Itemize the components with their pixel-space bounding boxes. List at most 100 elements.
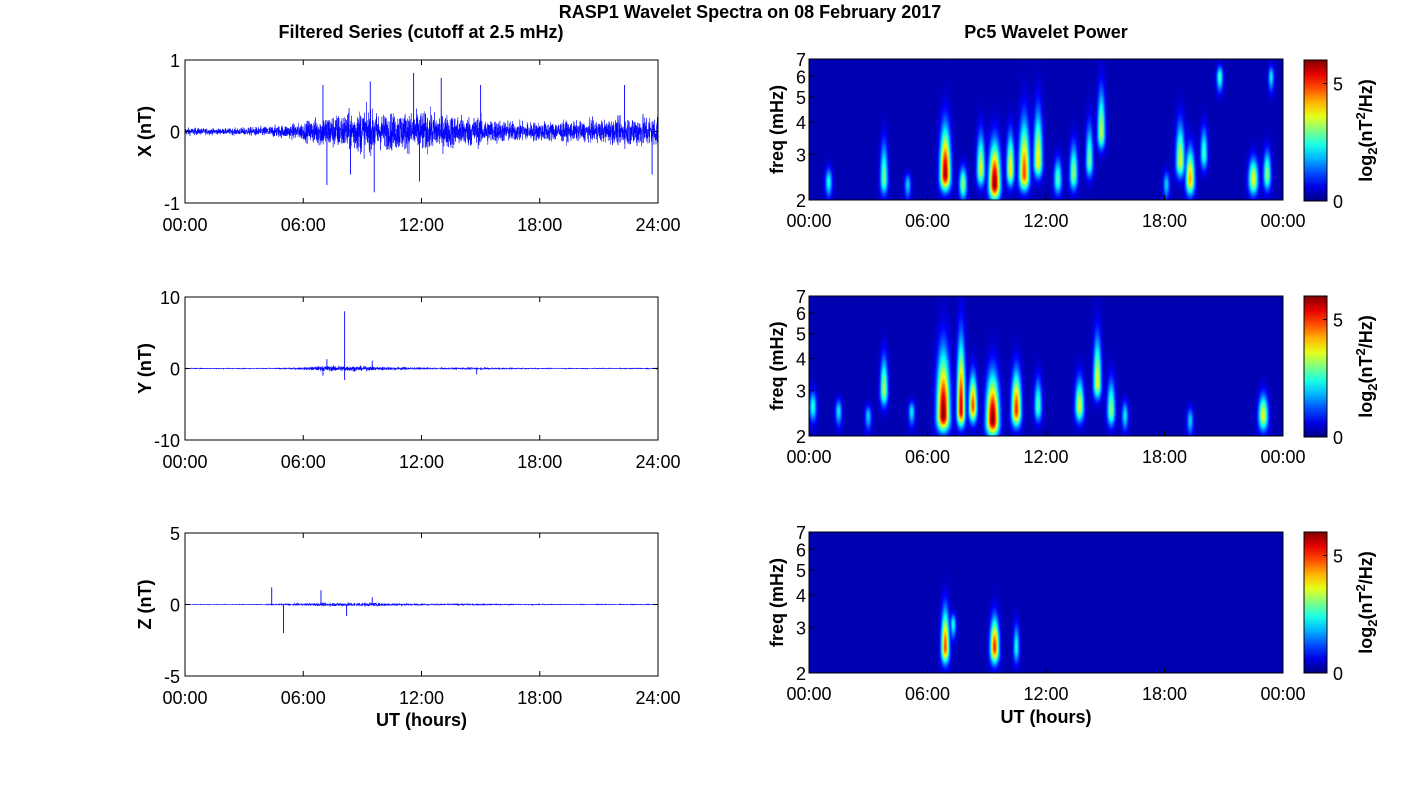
- y-axis-label: freq (mHz): [767, 558, 787, 647]
- y-tick-label: 0: [170, 360, 180, 380]
- x-tick-label: 06:00: [281, 452, 326, 472]
- colorbar-label-part: /Hz): [1356, 551, 1376, 584]
- filtered-series-panel-z: 00:00 06:00 12:00 18:00 24:00 -5 0 5 Z (nT) UT (h…: [135, 524, 681, 730]
- y-axis-label: freq (mHz): [767, 85, 787, 174]
- wavelet-power-image: [809, 532, 1283, 673]
- colorbar-label: log2(nT2/Hz): [1353, 79, 1380, 181]
- x-tick-label: 00:00: [1260, 447, 1305, 467]
- colorbar-label: log2(nT2/Hz): [1353, 551, 1380, 653]
- y-tick-label: 4: [796, 350, 806, 370]
- colorbar-tick-label: 0: [1333, 192, 1343, 212]
- y-tick-label: 7: [796, 523, 806, 543]
- x-tick-label: 06:00: [281, 688, 326, 708]
- colorbar-label-part: log: [1356, 155, 1376, 182]
- filtered-series-title: Filtered Series (cutoff at 2.5 mHz): [278, 22, 563, 42]
- colorbar-label-part: 2: [1365, 619, 1380, 626]
- y-axis-label: Y (nT): [135, 343, 155, 394]
- y-tick-label: 5: [170, 524, 180, 544]
- x-tick-label: 12:00: [1023, 447, 1068, 467]
- y-tick-label: 4: [796, 586, 806, 606]
- y-tick-label: 5: [796, 325, 806, 345]
- colorbar-label-part: 2: [1353, 584, 1368, 591]
- wavelet-power-image: [809, 59, 1283, 200]
- colorbar-label-part: 2: [1353, 348, 1368, 355]
- colorbar-label-part: /Hz): [1356, 79, 1376, 112]
- x-tick-label: 12:00: [399, 688, 444, 708]
- x-tick-label: 18:00: [1142, 684, 1187, 704]
- y-tick-label: 0: [170, 123, 180, 143]
- colorbar-label-part: 2: [1353, 112, 1368, 119]
- series-trace: [184, 101, 659, 159]
- filtered-series-panel-x: 00:00 06:00 12:00 18:00 24:00 -1 0 1 X (nT): [135, 51, 681, 235]
- y-tick-label: 6: [796, 67, 806, 87]
- y-tick-label: 5: [796, 561, 806, 581]
- colorbar-tick-label: 0: [1333, 664, 1343, 684]
- y-tick-label: 7: [796, 50, 806, 70]
- y-tick-label: 10: [160, 288, 180, 308]
- colorbar-label-part: (nT: [1356, 356, 1376, 384]
- x-tick-label: 00:00: [786, 684, 831, 704]
- x-tick-label: 06:00: [905, 211, 950, 231]
- colorbar-tick-label: 5: [1333, 311, 1343, 331]
- y-tick-label: 6: [796, 304, 806, 324]
- wavelet-power-title: Pc5 Wavelet Power: [964, 22, 1127, 42]
- x-tick-label: 00:00: [162, 452, 207, 472]
- filtered-series-panel-y: 00:00 06:00 12:00 18:00 24:00 -10 0 10 Y (nT): [135, 288, 681, 472]
- colorbar-tick-label: 0: [1333, 428, 1343, 448]
- x-tick-label: 12:00: [1023, 211, 1068, 231]
- y-tick-label: 3: [796, 382, 806, 402]
- y-tick-label: -1: [164, 194, 180, 214]
- y-axis-label: X (nT): [135, 106, 155, 157]
- y-tick-label: 7: [796, 287, 806, 307]
- x-tick-label: 18:00: [517, 215, 562, 235]
- colorbar-tick-label: 5: [1333, 75, 1343, 95]
- y-tick-label: -10: [154, 431, 180, 451]
- colorbar-label-part: 2: [1365, 147, 1380, 154]
- y-tick-label: 3: [796, 145, 806, 165]
- x-tick-label: 00:00: [786, 211, 831, 231]
- x-tick-label: 00:00: [786, 447, 831, 467]
- y-tick-label: 2: [796, 191, 806, 211]
- y-tick-label: -5: [164, 667, 180, 687]
- y-tick-label: 1: [170, 51, 180, 71]
- x-tick-label: 12:00: [1023, 684, 1068, 704]
- x-tick-label: 18:00: [517, 688, 562, 708]
- x-axis-label: UT (hours): [1001, 707, 1092, 727]
- y-tick-label: 2: [796, 664, 806, 684]
- x-tick-label: 12:00: [399, 215, 444, 235]
- x-tick-label: 18:00: [517, 452, 562, 472]
- x-tick-label: 00:00: [1260, 211, 1305, 231]
- y-tick-label: 6: [796, 540, 806, 560]
- x-tick-label: 18:00: [1142, 447, 1187, 467]
- y-tick-label: 3: [796, 618, 806, 638]
- x-tick-label: 24:00: [635, 688, 680, 708]
- x-tick-label: 06:00: [281, 215, 326, 235]
- y-axis-label: Z (nT): [135, 580, 155, 630]
- colorbar: [1303, 295, 1328, 438]
- x-tick-label: 00:00: [1260, 684, 1305, 704]
- series-trace: [184, 365, 659, 372]
- x-axis-label: UT (hours): [376, 710, 467, 730]
- series-trace: [184, 602, 659, 607]
- y-axis-label: freq (mHz): [767, 321, 787, 410]
- x-tick-label: 24:00: [635, 215, 680, 235]
- colorbar-tick-label: 5: [1333, 547, 1343, 567]
- figure-title: RASP1 Wavelet Spectra on 08 February 201…: [559, 2, 942, 22]
- colorbar-label-part: (nT: [1356, 120, 1376, 148]
- colorbar: [1303, 531, 1328, 674]
- y-tick-label: 5: [796, 88, 806, 108]
- y-tick-label: 0: [170, 596, 180, 616]
- x-tick-label: 00:00: [162, 688, 207, 708]
- colorbar-label-part: (nT: [1356, 592, 1376, 620]
- colorbar-label-part: log: [1356, 627, 1376, 654]
- colorbar-label-part: /Hz): [1356, 315, 1376, 348]
- x-tick-label: 00:00: [162, 215, 207, 235]
- x-tick-label: 12:00: [399, 452, 444, 472]
- x-tick-label: 18:00: [1142, 211, 1187, 231]
- x-tick-label: 24:00: [635, 452, 680, 472]
- colorbar-label-part: 2: [1365, 383, 1380, 390]
